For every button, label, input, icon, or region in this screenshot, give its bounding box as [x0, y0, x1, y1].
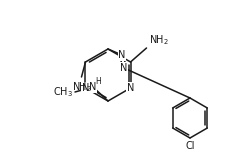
Text: N: N — [89, 82, 97, 92]
Text: H: H — [95, 77, 101, 85]
Text: N: N — [82, 83, 89, 93]
Text: N: N — [118, 50, 126, 60]
Text: Cl: Cl — [185, 141, 195, 151]
Text: N: N — [120, 63, 128, 73]
Text: NH$_2$: NH$_2$ — [72, 80, 91, 94]
Text: N: N — [127, 83, 134, 93]
Text: CH$_3$: CH$_3$ — [53, 85, 73, 99]
Text: NH$_2$: NH$_2$ — [148, 33, 168, 47]
